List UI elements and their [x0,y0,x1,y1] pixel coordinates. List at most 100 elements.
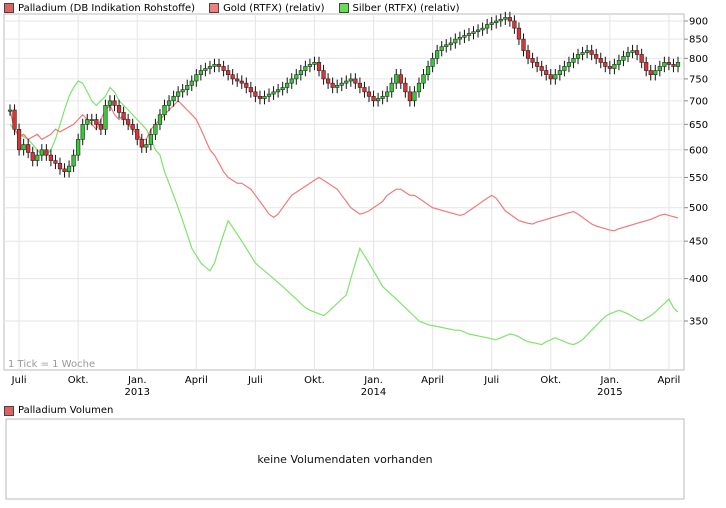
x-tick-label: Juli [11,375,27,386]
legend-gold-swatch [209,3,220,13]
palladium-candle-body [335,85,340,88]
palladium-candle-body [648,70,653,75]
palladium-candle-body [312,62,317,65]
x-year-label: 2015 [597,387,622,398]
palladium-candle-body [121,112,126,120]
gold-line [9,99,679,232]
palladium-candle-body [575,54,581,59]
palladium-candle-body [144,144,149,148]
palladium-candle-body [39,149,44,156]
y-tick-label: 650 [689,120,708,131]
y-tick-label: 800 [689,54,708,65]
palladium-candle-body [530,58,535,63]
palladium-candle-body [198,70,203,75]
legend-gold-label: Gold (RTFX) (relativ) [223,2,325,14]
palladium-candle-body [635,50,640,55]
legend-gold[interactable]: Gold (RTFX) (relativ) [209,2,325,14]
palladium-candle-body [603,62,608,67]
palladium-candle-body [475,29,481,33]
palladium-candle-body [639,54,644,63]
palladium-candle-body [425,66,431,75]
palladium-candle-body [21,144,26,151]
x-tick-label: April [185,375,208,386]
legend-palladium[interactable]: Palladium (DB Indikation Rohstoffe) [4,3,195,14]
palladium-candle-body [298,70,303,75]
palladium-candle-body [453,38,458,44]
y-tick-label: 900 [689,16,708,27]
palladium-candle-body [535,62,540,67]
legend-silver[interactable]: Silber (RTFX) (relativ) [338,2,460,14]
palladium-candle-body [76,139,81,156]
palladium-candle-body [339,82,344,86]
palladium-candle-body [589,50,594,55]
palladium-candle-body [675,62,681,67]
palladium-candle-body [253,91,258,97]
palladium-candle-body [353,78,358,84]
palladium-candle-body [221,66,226,71]
palladium-candle-body [166,100,172,106]
y-tick-label: 550 [689,173,708,184]
palladium-candle-body [35,154,40,161]
palladium-candle-body [62,168,67,173]
palladium-candle-body [398,74,403,84]
palladium-candle-body [416,82,422,93]
palladium-candle-body [585,50,590,53]
palladium-candle-body [630,50,635,53]
palladium-candle-body [44,149,49,156]
palladium-candle-body [525,50,531,59]
y-tick-label: 450 [689,237,708,248]
palladium-candle-body [385,91,390,97]
palladium-candle-body [244,82,249,88]
palladium-candle-body [98,124,103,130]
grid [4,14,684,370]
palladium-candle-body [303,66,308,71]
palladium-candle-body [185,85,190,90]
palladium-candle-body [235,78,240,82]
legend-palladium-swatch [4,3,14,13]
x-tick-label: Okt. [68,375,89,386]
palladium-candle-body [466,33,472,36]
y-tick-label: 750 [689,74,708,85]
palladium-candle-body [548,74,553,80]
palladium-candle-body [116,105,122,113]
volume-legend-swatch [4,405,14,416]
palladium-candle-body [107,100,113,106]
palladium-candle-body [662,62,667,67]
legend-silver-label: Silber (RTFX) (relativ) [352,2,460,14]
palladium-candle-body [157,114,163,125]
palladium-candle-body [389,82,394,93]
palladium-candle-body [512,20,517,29]
palladium-candle-body [189,80,194,86]
palladium-candle-body [348,78,353,82]
x-year-label: 2014 [361,387,386,398]
y-tick-label: 600 [689,145,708,156]
palladium-candle-body [12,109,17,130]
palladium-candle-body [203,68,208,71]
palladium-candle-body [148,133,153,145]
silver-series-group [9,80,679,346]
volume-legend[interactable]: Palladium Volumen [4,405,113,416]
x-axis-ticks: Juli Okt. Jan. April Juli Okt. Jan. April Juli Ok… [11,375,681,398]
palladium-candle-body [430,58,435,67]
legend-palladium-label: Palladium (DB Indikation Rohstoffe) [18,2,196,14]
palladium-candle-body [457,36,462,40]
palladium-candle-body [653,70,658,75]
palladium-candle-body [321,70,326,80]
palladium-candle-body [412,91,417,102]
y-tick-label: 400 [689,274,708,285]
palladium-candle-body [516,27,522,40]
palladium-candle-body [53,160,58,164]
palladium-candle-body [266,93,272,97]
palladium-candle-body [153,124,158,135]
palladium-candle-body [112,100,117,106]
palladium-candle-body [294,74,299,80]
palladium-candle-body [171,96,176,102]
palladium-candle-body [344,80,349,84]
palladium-candle-body [162,105,167,116]
palladium-candle-body [276,89,281,93]
palladium-candle-body [289,78,294,84]
palladium-candle-body [57,163,63,170]
x-tick-label: Juli [483,375,499,386]
palladium-candle-body [444,44,449,48]
